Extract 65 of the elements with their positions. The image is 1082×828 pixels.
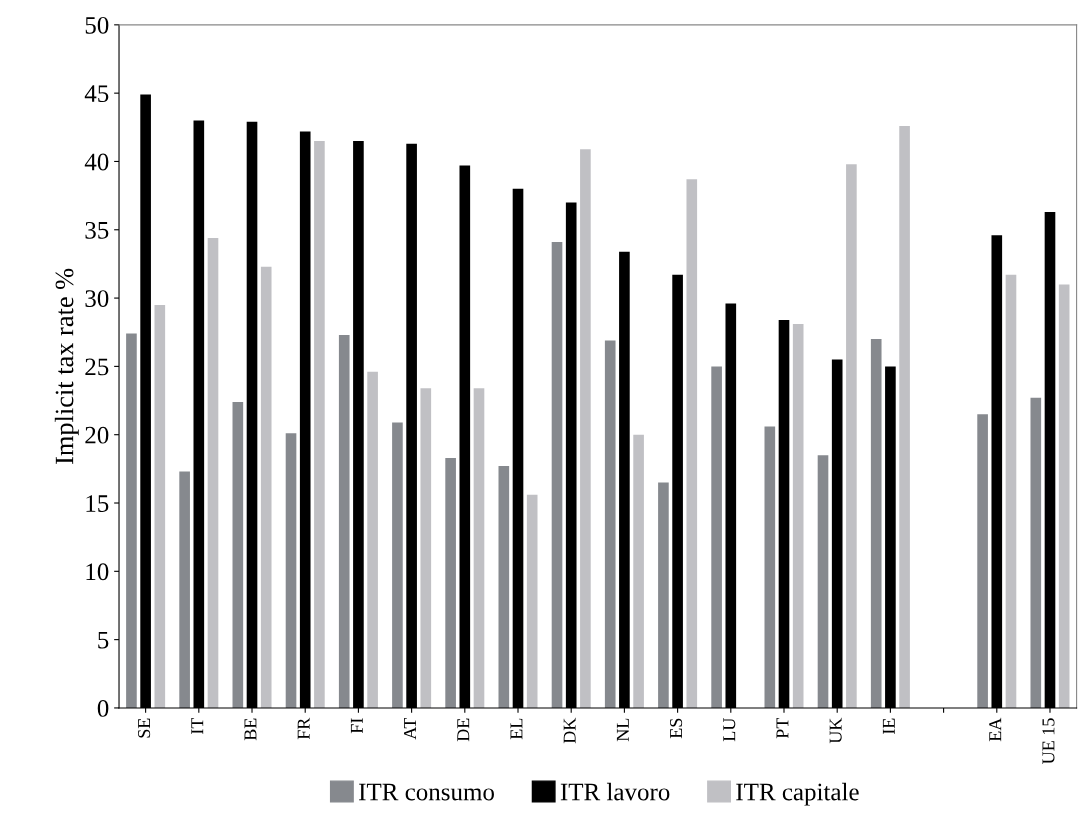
bar [1058,284,1070,708]
bar [445,457,456,708]
bar [658,482,669,708]
bar [1030,397,1042,708]
bar [367,371,378,708]
y-axis-title: Implicit tax rate % [54,268,79,464]
legend-label: ITR capitale [736,782,859,806]
bar [580,149,591,708]
bar [792,324,804,708]
x-tick-label: DE [457,718,470,742]
bar [154,304,166,708]
bar [817,455,829,708]
bar [285,433,297,708]
y-tick-label: 45 [84,85,109,103]
y-tick-label: 15 [86,495,109,512]
bar [977,414,988,708]
x-tick-label: UK [829,717,842,744]
y-tick-label: 25 [85,358,109,376]
bar [604,340,616,708]
bar [420,388,432,708]
legend-label: ITR consumo [359,783,494,801]
y-tick-label: 0 [97,699,109,717]
y-tick-label: 20 [85,426,109,444]
x-tick-label: UE 15 [1042,718,1055,764]
bar [764,426,776,708]
x-tick-label: IT [191,717,204,735]
x-tick-label: ES [669,718,683,739]
x-tick-label: NL [616,718,629,742]
bar [526,494,538,708]
bar [314,140,325,708]
bar [551,242,563,708]
bar [126,333,137,708]
y-tick-label: 30 [85,290,109,307]
bar [392,422,403,708]
bar [870,339,882,708]
bar [686,179,698,708]
bar [260,266,272,708]
bar [338,334,350,708]
x-tick-label: LU [723,718,736,742]
bar [207,237,219,708]
bar [633,434,644,708]
x-tick-label: IE [882,718,895,735]
x-tick-label: DK [563,717,576,744]
x-tick-label: SE [138,718,151,738]
x-tick-label: EL [510,718,523,740]
bar [711,366,722,708]
x-tick-label: EA [989,717,1002,742]
bar [899,125,910,708]
x-tick-label: AT [404,717,416,740]
y-tick-label: 5 [98,631,109,649]
y-tick-label: 40 [84,153,109,171]
bar [473,388,485,708]
bar [846,164,857,708]
y-tick-label: 50 [85,16,109,34]
x-tick-label: BE [244,718,257,741]
bar [498,466,510,708]
x-tick-label: FI [350,718,363,734]
y-tick-label: 10 [86,563,109,581]
bar [1005,274,1017,708]
legend-label: ITR lavoro [560,782,670,801]
bar [232,401,244,708]
bar [179,471,190,708]
x-tick-label: FR [297,717,310,740]
x-tick-label: PT [776,717,789,739]
y-tick-label: 35 [85,221,109,239]
